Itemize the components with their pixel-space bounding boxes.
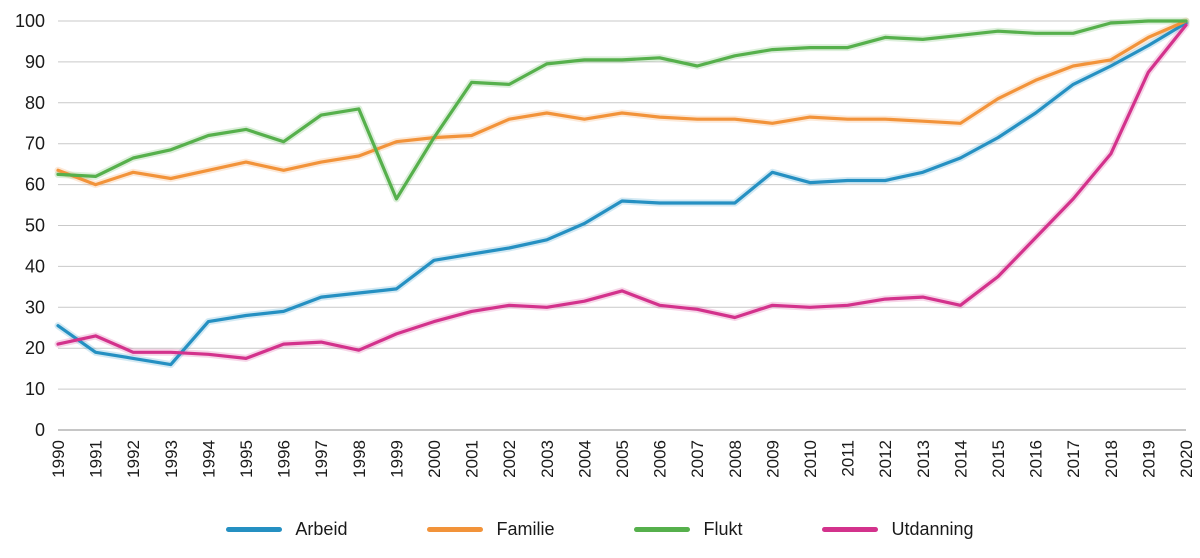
series-halo-arbeid	[54, 19, 1190, 369]
y-axis-tick-label: 30	[25, 297, 45, 317]
y-axis-tick-label: 70	[25, 134, 45, 154]
x-axis-tick-label: 2001	[463, 440, 482, 478]
legend-item-familie: Familie	[427, 519, 554, 540]
x-axis-tick-label: 1996	[275, 440, 294, 478]
x-axis-tick-label: 2017	[1064, 440, 1083, 478]
y-axis-tick-label: 40	[25, 256, 45, 276]
x-axis-tick-label: 1991	[87, 440, 106, 478]
x-axis-tick-label: 2020	[1177, 440, 1196, 478]
series-line-flukt	[56, 19, 1188, 201]
x-axis-tick-label: 2018	[1102, 440, 1121, 478]
y-axis-tick-label: 60	[25, 175, 45, 195]
y-axis-tick-label: 0	[35, 420, 45, 440]
y-axis-tick-label: 20	[25, 338, 45, 358]
y-axis-tick-label: 80	[25, 93, 45, 113]
x-axis-tick-label: 1995	[237, 440, 256, 478]
x-axis-tick-label: 1998	[350, 440, 369, 478]
legend-label: Utdanning	[891, 518, 974, 539]
x-axis-tick-label: 2016	[1027, 440, 1046, 478]
legend-label: Familie	[496, 518, 555, 539]
x-axis-tick-label: 1994	[199, 440, 218, 478]
x-axis-tick-label: 2019	[1139, 440, 1158, 478]
x-axis-tick-label: 2009	[763, 440, 782, 478]
x-axis-tick-label: 2007	[688, 440, 707, 478]
x-axis-tick-label: 2010	[801, 440, 820, 478]
x-axis-tick-label: 2006	[651, 440, 670, 478]
chart-legend: Arbeid Familie Flukt Utdanning	[0, 502, 1200, 556]
legend-swatch-icon	[226, 526, 283, 532]
series-halo-utdanning	[54, 21, 1190, 362]
legend-label: Arbeid	[295, 518, 348, 539]
x-axis-tick-label: 2000	[425, 440, 444, 478]
legend-label: Flukt	[703, 518, 743, 539]
x-axis-tick-label: 2002	[500, 440, 519, 478]
x-axis-tick-label: 1990	[49, 440, 68, 478]
y-axis-tick-label: 90	[25, 52, 45, 72]
x-axis-tick-label: 1993	[162, 440, 181, 478]
series-line-utdanning	[56, 23, 1188, 360]
x-axis-tick-label: 2011	[839, 440, 858, 477]
legend-item-arbeid: Arbeid	[226, 519, 347, 540]
y-axis-tick-label: 50	[25, 216, 45, 236]
series-line-arbeid	[56, 21, 1188, 367]
x-axis-tick-label: 2008	[726, 440, 745, 478]
legend-item-utdanning: Utdanning	[822, 518, 974, 540]
y-axis-tick-label: 10	[25, 379, 45, 399]
chart-plot-area: 0 10 20 30 40 50 60 70 80 90 100 1990 1991 1992 1993 19…	[15, 11, 1196, 478]
x-axis-tick-label: 1999	[387, 440, 406, 478]
x-axis-tick-label: 2004	[575, 440, 594, 478]
x-axis-tick-label: 2005	[613, 440, 632, 478]
legend-swatch-icon	[822, 526, 879, 532]
legend-swatch-icon	[634, 526, 691, 532]
legend-item-flukt: Flukt	[634, 519, 742, 540]
x-axis-tick-label: 2015	[989, 440, 1008, 478]
legend-swatch-icon	[427, 526, 484, 532]
x-axis-tick-label: 2013	[914, 440, 933, 478]
series-line-familie	[56, 19, 1188, 187]
x-axis-tick-label: 2012	[876, 440, 895, 478]
x-axis-tick-label: 1992	[124, 440, 143, 478]
x-axis-tick-label: 2014	[951, 440, 970, 478]
y-axis-tick-label: 100	[15, 11, 45, 31]
x-axis-tick-label: 2003	[538, 440, 557, 478]
x-axis-tick-label: 1997	[312, 440, 331, 478]
